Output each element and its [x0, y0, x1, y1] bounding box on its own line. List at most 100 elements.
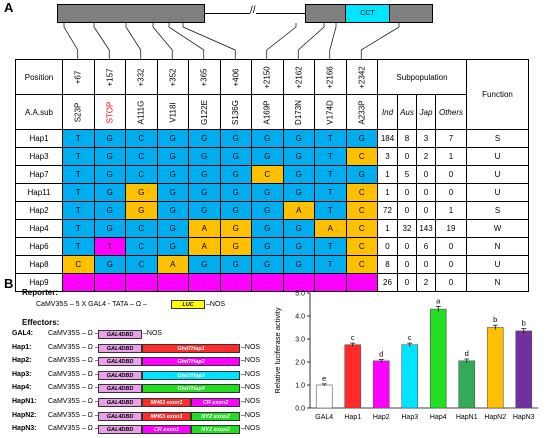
allele-cell: -	[156, 273, 189, 292]
count-cell: 8	[397, 129, 417, 148]
significance-letter: b	[493, 315, 497, 324]
position-header: Position	[15, 59, 63, 95]
table-row: Hap11 T G G G G G G G T C 1 0 0 0 U	[15, 183, 529, 202]
haplotype-table: Position +67 +157 +332 +352 +365 +406 +2150 +216…	[15, 59, 529, 292]
count-cell: 184	[377, 129, 398, 148]
aa-cell-0: S23P	[62, 94, 95, 130]
x-tick-label: HapN3	[513, 414, 535, 421]
allele-cell: G	[93, 201, 126, 220]
position-label: +2150	[262, 65, 272, 89]
connector-line	[360, 23, 400, 59]
nos-terminator: –NOS	[241, 411, 261, 419]
allele-cell: G	[156, 147, 189, 166]
count-cell: 0	[435, 183, 467, 202]
allele-cell: G	[282, 183, 315, 202]
aa-sub-label: A169P	[262, 99, 272, 125]
allele-cell: T	[62, 201, 95, 220]
reporter-title: Reporter:	[22, 288, 59, 297]
position-cell-0: +67	[62, 59, 95, 95]
nos-terminator: –NOS	[241, 398, 261, 405]
allele-cell: -	[125, 273, 158, 292]
bar-hap4	[429, 308, 447, 409]
exon-1	[57, 4, 205, 23]
connector-line	[266, 23, 297, 59]
count-cell: 3	[377, 147, 398, 166]
count-cell: 72	[377, 201, 398, 220]
table-row: Hap3 T G C G G G G G T C 3 0 2 1 U	[15, 147, 529, 166]
construct-name: GAL4:	[12, 330, 33, 337]
allele-cell: T	[62, 165, 95, 184]
subpop-header: Subpopulation	[377, 59, 467, 95]
panel-b-label: B	[4, 276, 14, 291]
cct-domain: CCT	[345, 4, 390, 23]
x-tick-label: Hap1	[344, 414, 361, 421]
construct-name: HapN1:	[12, 398, 37, 405]
allele-cell: -	[219, 273, 252, 292]
construct-prefix: CaMV35S – Ω –	[48, 425, 99, 433]
count-cell: 0	[416, 201, 436, 220]
fusion-box: Ghd7Hap1	[142, 343, 240, 353]
gal4dbd-box: GAL4DBD	[98, 425, 142, 435]
fusion-box: Ghd7Hap3	[142, 370, 240, 380]
allele-cell: G	[251, 129, 284, 148]
aa-cell-4: G122E	[188, 94, 221, 130]
function-cell: U	[466, 183, 529, 202]
allele-cell: T	[314, 147, 347, 166]
allele-cell: G	[251, 147, 284, 166]
position-cell-8: +2166	[314, 59, 347, 95]
hap-name: Hap4	[15, 219, 63, 238]
position-cell-4: +365	[188, 59, 221, 95]
break-mark: //	[250, 5, 256, 16]
hap-name: Hap9	[15, 273, 63, 292]
gal4dbd-box: GAL4DBD	[98, 343, 142, 353]
bar-hap3	[401, 344, 419, 409]
table-row: Hap9- - - - - - - - - -26 0 2 0 N	[15, 273, 529, 292]
fusion-box: Ghd7Hap2	[142, 357, 240, 367]
allele-cell: G	[345, 165, 378, 184]
allele-cell: G	[219, 183, 252, 202]
allele-cell: A	[314, 219, 347, 238]
aa-sub-label: S136G	[231, 99, 241, 125]
effector-construct: GAL4: CaMV35S – Ω – GAL4DBD –NOS	[12, 330, 262, 340]
allele-cell: G	[93, 183, 126, 202]
construct-prefix: CaMV35S – Ω –	[48, 384, 99, 392]
allele-cell: T	[93, 237, 126, 256]
exon1-box: MH63 exon1	[142, 398, 191, 407]
construct-prefix: CaMV35S – Ω –	[48, 370, 99, 378]
count-cell: 0	[397, 201, 417, 220]
hap-name: Hap7	[15, 165, 63, 184]
allele-cell: C	[345, 201, 378, 220]
allele-cell: T	[314, 183, 347, 202]
position-cell-6: +2150	[251, 59, 284, 95]
count-cell: 7	[435, 129, 467, 148]
significance-letter: d	[465, 349, 469, 358]
count-cell: 6	[416, 237, 436, 256]
allele-cell: G	[93, 219, 126, 238]
allele-cell: G	[251, 237, 284, 256]
allele-cell: -	[93, 273, 126, 292]
allele-cell: G	[251, 219, 284, 238]
nos-terminator: –NOS	[241, 425, 261, 433]
connector-line	[297, 23, 325, 59]
allele-cell: G	[188, 201, 221, 220]
allele-cell: C	[62, 255, 95, 274]
connector-line	[93, 23, 110, 59]
effector-construct: Hap2: CaMV35S – Ω – GAL4DBD Ghd7Hap2 –NOS	[12, 357, 262, 367]
gal4dbd-box: GAL4DBD	[98, 330, 142, 339]
allele-cell: G	[125, 201, 158, 220]
bar-hapn2	[486, 327, 504, 409]
aa-sub-label: D173N	[294, 99, 304, 125]
significance-letter: a	[436, 296, 441, 305]
significance-letter: d	[379, 349, 383, 358]
subpop-col-ind: Ind	[377, 94, 398, 130]
fusion-box: Ghd7Hap4	[142, 384, 240, 394]
allele-cell: C	[125, 219, 158, 238]
allele-cell: T	[314, 237, 347, 256]
allele-cell: T	[62, 237, 95, 256]
connector-line	[329, 23, 337, 59]
allele-cell: C	[345, 183, 378, 202]
count-cell: 143	[416, 219, 436, 238]
allele-cell: -	[188, 273, 221, 292]
connector-line	[63, 23, 79, 59]
position-label: +365	[199, 67, 209, 87]
